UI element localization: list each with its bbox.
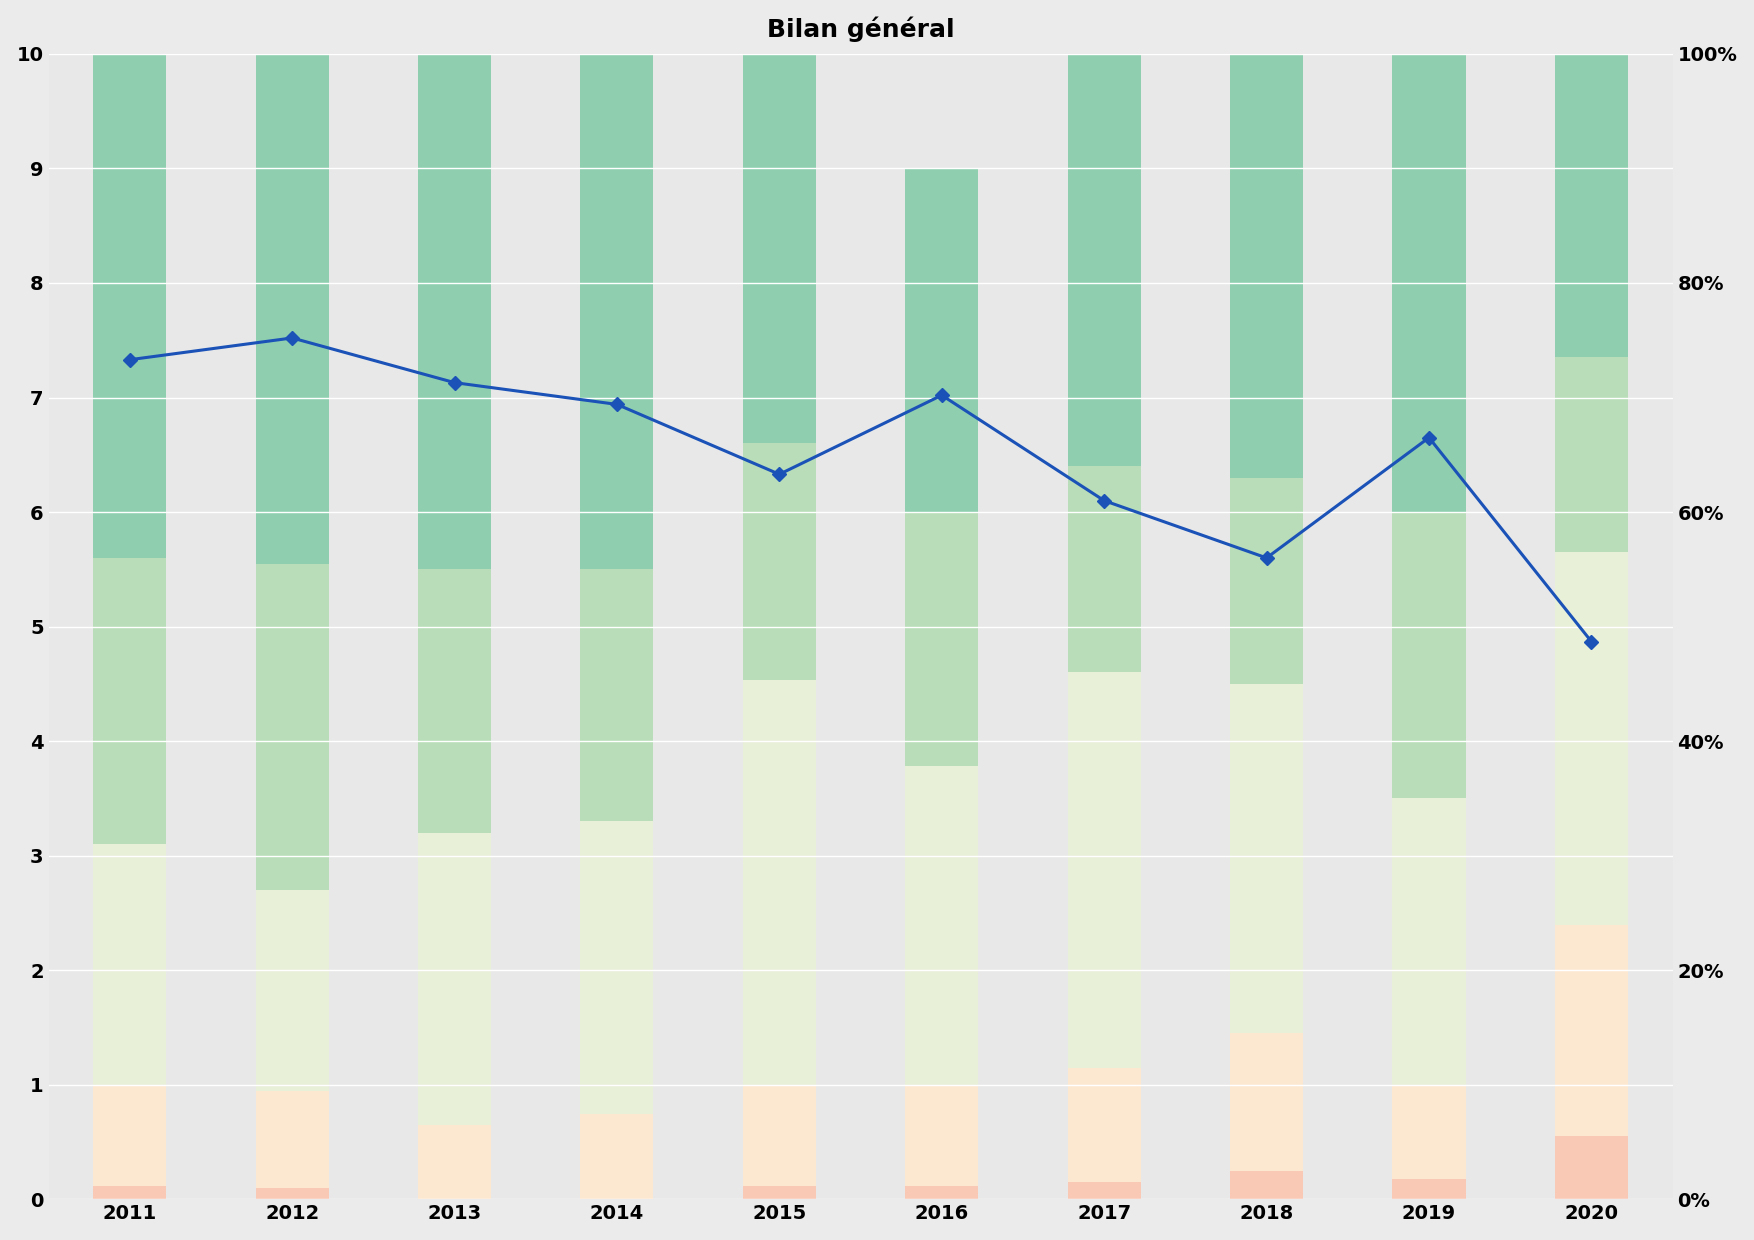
Bar [742, 681, 816, 1085]
Bar [256, 1188, 328, 1199]
Bar [1393, 512, 1466, 799]
Bar [93, 1185, 167, 1199]
Bar [905, 169, 979, 512]
Bar [1230, 53, 1303, 477]
Bar [256, 1091, 328, 1188]
Bar [1554, 552, 1628, 925]
Title: Bilan général: Bilan général [766, 16, 954, 42]
Bar [1068, 53, 1140, 466]
Bar [1554, 1137, 1628, 1199]
Bar [1068, 466, 1140, 672]
Bar [256, 890, 328, 1091]
Bar [581, 569, 654, 821]
Bar [1230, 1033, 1303, 1171]
Bar [905, 1085, 979, 1185]
Bar [1393, 1085, 1466, 1179]
Bar [93, 844, 167, 1085]
Bar [1554, 925, 1628, 1137]
Bar [1393, 53, 1466, 512]
Bar [1230, 477, 1303, 684]
Bar [1393, 799, 1466, 1085]
Bar [1068, 1068, 1140, 1182]
Bar [742, 53, 816, 444]
Bar [256, 53, 328, 564]
Bar [93, 1085, 167, 1185]
Bar [742, 1085, 816, 1185]
Bar [1068, 672, 1140, 1068]
Bar [581, 53, 654, 569]
Bar [905, 766, 979, 1085]
Bar [417, 53, 491, 569]
Bar [1230, 684, 1303, 1033]
Bar [417, 1125, 491, 1199]
Bar [1068, 1182, 1140, 1199]
Bar [905, 1185, 979, 1199]
Bar [93, 53, 167, 558]
Bar [256, 564, 328, 890]
Bar [1554, 53, 1628, 357]
Bar [1554, 357, 1628, 552]
Bar [581, 821, 654, 1114]
Bar [742, 444, 816, 681]
Bar [1230, 1171, 1303, 1199]
Bar [417, 833, 491, 1125]
Bar [581, 1114, 654, 1199]
Bar [742, 1185, 816, 1199]
Bar [417, 569, 491, 833]
Bar [93, 558, 167, 844]
Bar [905, 512, 979, 766]
Bar [1393, 1179, 1466, 1199]
